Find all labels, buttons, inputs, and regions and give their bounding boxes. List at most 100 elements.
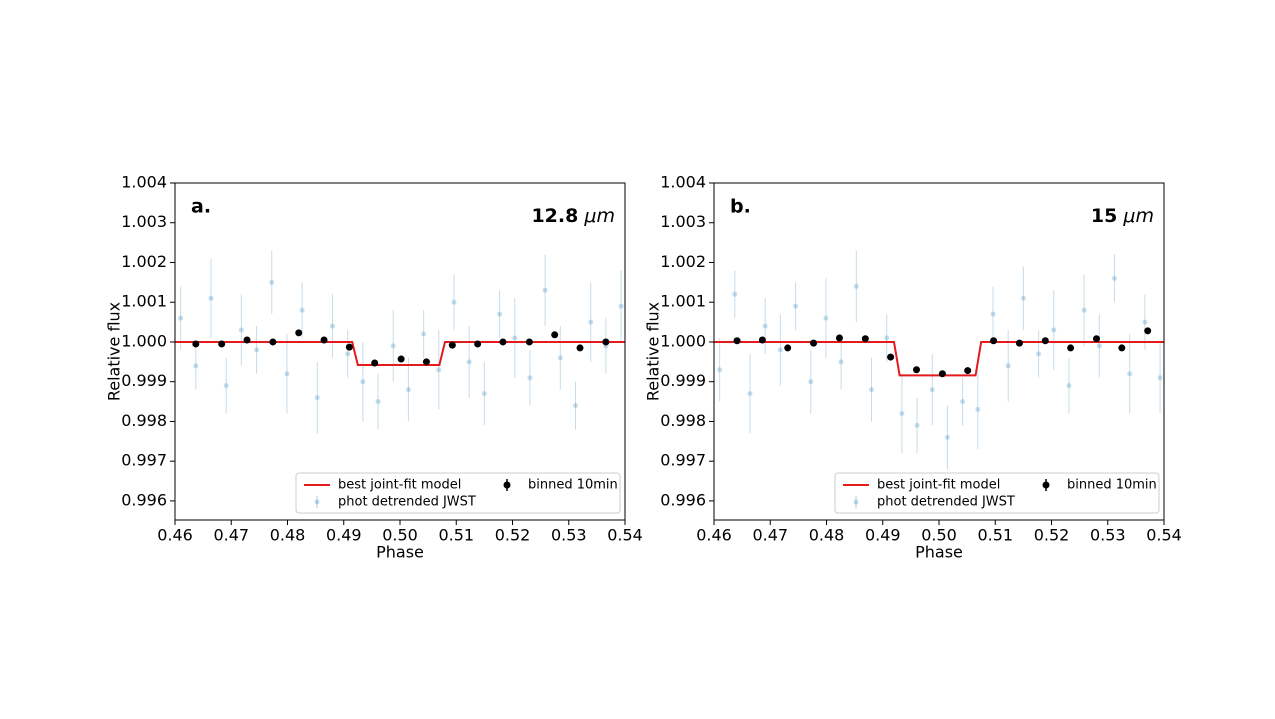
- y-tick-label: 1.004: [121, 173, 167, 192]
- y-tick-label: 0.997: [121, 451, 167, 470]
- binned-point: [913, 366, 920, 374]
- legend-label: phot detrended JWST: [338, 495, 476, 510]
- wavelength-value: 12.8: [531, 205, 578, 227]
- binned-point: [192, 340, 200, 348]
- binned-point: [861, 335, 869, 343]
- wavelength-unit: μm: [1122, 205, 1154, 227]
- data-point: [762, 323, 768, 329]
- data-point: [929, 387, 935, 393]
- y-tick-label: 1.004: [660, 173, 706, 192]
- binned-point: [448, 341, 456, 349]
- binned-point: [269, 338, 277, 346]
- y-tick-label: 1.001: [660, 292, 706, 311]
- x-tick-label: 0.48: [809, 526, 845, 545]
- x-tick-label: 0.49: [865, 526, 901, 545]
- y-tick-label: 0.997: [660, 451, 706, 470]
- data-point: [512, 335, 518, 341]
- y-tick-label: 0.996: [660, 490, 706, 509]
- x-tick-label: 0.53: [1090, 526, 1126, 545]
- data-point: [436, 367, 442, 373]
- plot-area: [175, 250, 625, 434]
- data-point: [1051, 327, 1057, 333]
- data-point: [808, 379, 814, 385]
- legend-swatch: [314, 499, 320, 505]
- model-line: [714, 340, 1164, 377]
- data-point: [497, 311, 503, 317]
- binned-point: [243, 336, 251, 344]
- data-point: [466, 359, 472, 365]
- plot-area: [714, 250, 1164, 470]
- binned-point: [1067, 344, 1075, 352]
- binned-point: [810, 339, 818, 347]
- data-point: [1081, 307, 1087, 313]
- data-point: [793, 303, 799, 309]
- binned-point: [422, 358, 430, 366]
- data-point: [869, 387, 874, 393]
- data-point: [960, 399, 966, 405]
- data-point: [1142, 319, 1148, 325]
- data-point: [481, 391, 487, 397]
- binned-point: [1144, 327, 1152, 335]
- binned-point: [887, 353, 895, 361]
- data-point: [777, 347, 783, 353]
- data-point: [223, 383, 229, 389]
- data-point: [208, 295, 214, 301]
- binned-point: [525, 338, 533, 346]
- binned-point: [1015, 339, 1023, 347]
- binned-point: [320, 336, 328, 344]
- y-tick-label: 1.001: [121, 292, 167, 311]
- axes-frame: [174, 182, 626, 521]
- binned-point: [295, 329, 303, 337]
- data-point: [899, 410, 905, 416]
- x-tick-label: 0.47: [213, 526, 249, 545]
- legend-label: binned 10min: [1067, 478, 1157, 493]
- binned-point: [602, 338, 610, 346]
- data-point: [254, 347, 260, 353]
- data-point: [914, 422, 920, 428]
- binned-point: [1118, 344, 1126, 352]
- x-tick-label: 0.50: [921, 526, 957, 545]
- data-point: [732, 291, 738, 297]
- panel-label: a.: [191, 196, 211, 218]
- data-point: [747, 391, 753, 397]
- legend-swatch: [1042, 481, 1050, 489]
- x-tick-label: 0.53: [551, 526, 587, 545]
- binned-point: [371, 359, 379, 367]
- data-point: [421, 331, 427, 337]
- y-tick-label: 0.998: [660, 411, 706, 430]
- data-point: [618, 303, 624, 309]
- data-point: [557, 355, 563, 361]
- x-tick-label: 0.51: [977, 526, 1013, 545]
- data-point: [1157, 375, 1163, 381]
- data-point: [375, 399, 381, 405]
- data-point: [823, 315, 829, 321]
- data-point: [884, 335, 890, 341]
- legend-box: [834, 472, 1160, 514]
- data-point: [345, 351, 351, 357]
- wavelength-label: 15 μm: [1091, 205, 1154, 227]
- data-point: [1020, 295, 1026, 301]
- wavelength-value: 15: [1091, 205, 1117, 227]
- data-point: [853, 283, 859, 289]
- data-point: [269, 279, 275, 285]
- legend-swatch: [503, 481, 511, 489]
- data-point: [390, 343, 396, 349]
- y-axis-label: Relative flux: [644, 302, 663, 401]
- legend-label: phot detrended JWST: [877, 495, 1015, 510]
- data-point: [314, 395, 320, 401]
- binned-point: [784, 344, 792, 352]
- data-point: [1005, 363, 1011, 369]
- data-point: [405, 387, 411, 393]
- data-point: [1127, 371, 1133, 377]
- y-axis-label: Relative flux: [105, 302, 124, 401]
- binned-point: [218, 340, 226, 348]
- legend-swatch: [853, 499, 859, 505]
- data-point: [238, 327, 244, 333]
- binned-point: [835, 334, 843, 342]
- binned-point: [345, 343, 353, 351]
- binned-point: [1041, 337, 1049, 345]
- data-point: [588, 319, 594, 325]
- data-point: [178, 315, 184, 321]
